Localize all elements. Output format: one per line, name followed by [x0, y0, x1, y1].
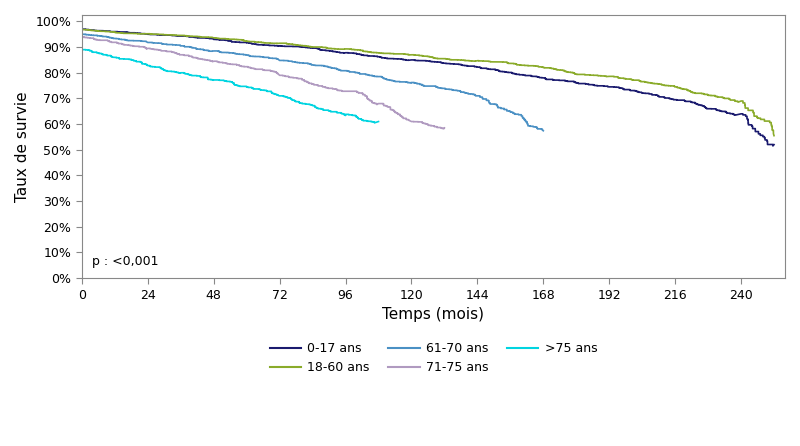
- 0-17 ans: [768, 143, 778, 149]
- 71-75 ans: [258, 67, 267, 72]
- 0-17 ans: [702, 105, 711, 110]
- >75 ans: [290, 98, 299, 103]
- 61-70 ans: [198, 47, 208, 52]
- >75 ans: [230, 82, 239, 87]
- 71-75 ans: [250, 66, 260, 71]
- Line: 61-70 ans: 61-70 ans: [82, 34, 543, 131]
- 61-70 ans: [395, 79, 405, 85]
- 18-60 ans: [570, 71, 580, 76]
- 18-60 ans: [699, 91, 709, 96]
- 18-60 ans: [498, 59, 507, 65]
- Line: 0-17 ans: 0-17 ans: [82, 29, 774, 146]
- 61-70 ans: [77, 32, 86, 37]
- 18-60 ans: [77, 27, 86, 32]
- 71-75 ans: [440, 125, 450, 131]
- 61-70 ans: [245, 53, 254, 58]
- 61-70 ans: [214, 49, 224, 54]
- Text: p : <0,001: p : <0,001: [92, 255, 159, 268]
- 0-17 ans: [640, 91, 650, 96]
- >75 ans: [370, 120, 379, 125]
- Y-axis label: Taux de survie: Taux de survie: [15, 91, 30, 202]
- 71-75 ans: [77, 34, 86, 40]
- 18-60 ans: [109, 29, 118, 35]
- >75 ans: [228, 80, 238, 85]
- 71-75 ans: [272, 71, 282, 76]
- 18-60 ans: [640, 79, 650, 84]
- 71-75 ans: [297, 77, 306, 82]
- X-axis label: Temps (mois): Temps (mois): [382, 307, 485, 322]
- 71-75 ans: [439, 126, 449, 131]
- 0-17 ans: [491, 67, 501, 72]
- 0-17 ans: [77, 26, 86, 32]
- Line: >75 ans: >75 ans: [82, 50, 378, 123]
- >75 ans: [192, 73, 202, 78]
- 71-75 ans: [374, 101, 383, 106]
- 0-17 ans: [583, 81, 593, 87]
- 0-17 ans: [113, 29, 122, 34]
- >75 ans: [77, 47, 86, 52]
- Legend: 0-17 ans, 18-60 ans, 61-70 ans, 71-75 ans, >75 ans: 0-17 ans, 18-60 ans, 61-70 ans, 71-75 an…: [265, 337, 602, 379]
- 0-17 ans: [770, 142, 779, 147]
- Line: 71-75 ans: 71-75 ans: [82, 37, 445, 128]
- >75 ans: [370, 120, 379, 125]
- >75 ans: [374, 119, 383, 124]
- 0-17 ans: [223, 38, 233, 43]
- 61-70 ans: [215, 49, 225, 54]
- >75 ans: [230, 83, 240, 88]
- 61-70 ans: [191, 46, 201, 52]
- 61-70 ans: [538, 128, 548, 133]
- 71-75 ans: [432, 124, 442, 130]
- 18-60 ans: [770, 133, 779, 138]
- Line: 18-60 ans: 18-60 ans: [82, 29, 774, 136]
- 18-60 ans: [223, 36, 233, 41]
